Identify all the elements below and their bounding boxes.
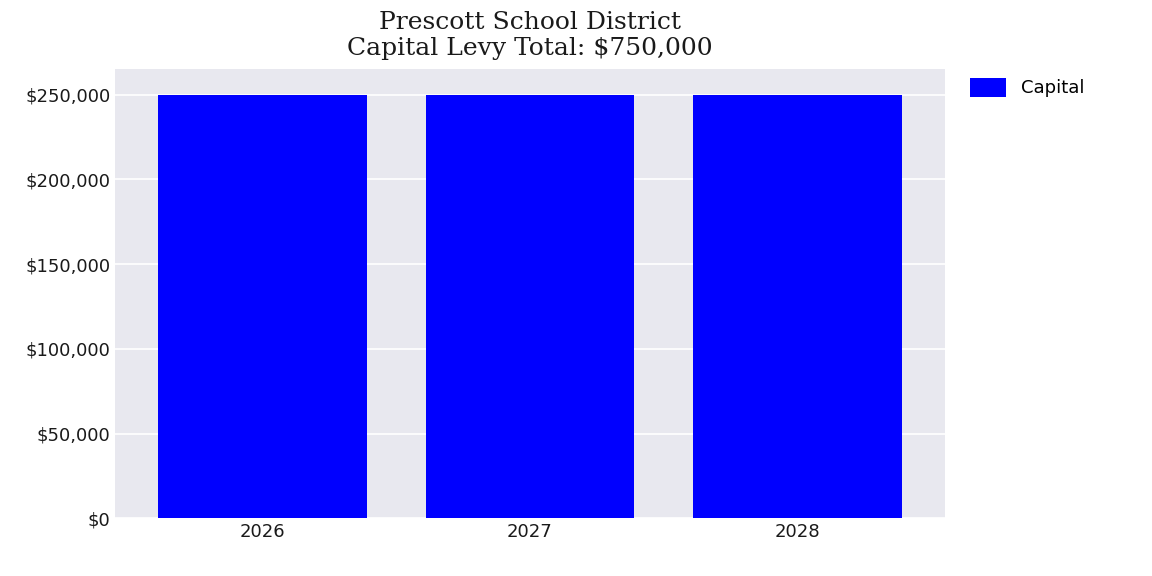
Legend: Capital: Capital (970, 78, 1084, 97)
Bar (425, 94, 635, 518)
Bar (694, 94, 902, 518)
Bar (158, 94, 366, 518)
Title: Prescott School District
Capital Levy Total: $750,000: Prescott School District Capital Levy To… (347, 10, 713, 60)
